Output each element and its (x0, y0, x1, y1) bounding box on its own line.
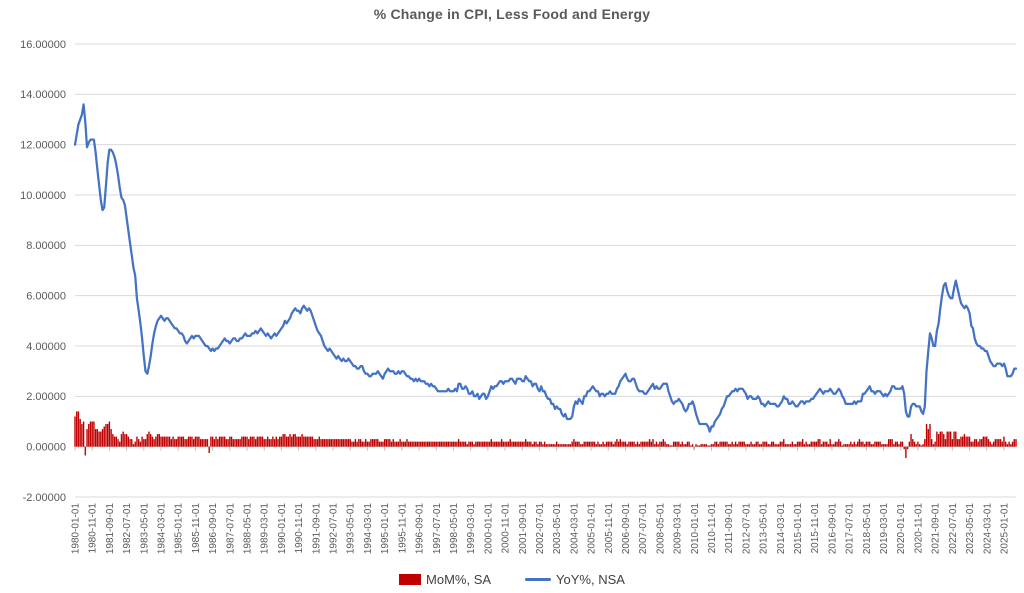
svg-text:2000-11-01: 2000-11-01 (501, 503, 512, 554)
svg-text:2004-03-01: 2004-03-01 (569, 503, 580, 555)
svg-text:1986-09-01: 1986-09-01 (208, 503, 219, 555)
svg-text:8.00000: 8.00000 (26, 240, 66, 252)
svg-text:1996-09-01: 1996-09-01 (415, 503, 426, 555)
svg-text:1984-03-01: 1984-03-01 (157, 503, 168, 555)
svg-text:2002-07-01: 2002-07-01 (535, 503, 546, 555)
svg-text:10.00000: 10.00000 (20, 190, 66, 202)
svg-text:2025-01-01: 2025-01-01 (999, 503, 1010, 555)
svg-text:2012-07-01: 2012-07-01 (741, 503, 752, 555)
svg-text:16.00000: 16.00000 (20, 39, 66, 51)
svg-text:2017-07-01: 2017-07-01 (845, 503, 856, 555)
svg-text:-2.00000: -2.00000 (23, 492, 66, 504)
svg-text:2000-01-01: 2000-01-01 (483, 503, 494, 555)
svg-text:2024-03-01: 2024-03-01 (982, 503, 993, 555)
svg-text:1981-09-01: 1981-09-01 (105, 503, 116, 555)
svg-text:2018-05-01: 2018-05-01 (862, 503, 873, 555)
legend-label-mom: MoM%, SA (426, 572, 492, 587)
svg-text:1987-07-01: 1987-07-01 (225, 503, 236, 555)
legend-item-mom[interactable]: MoM%, SA (399, 572, 491, 587)
y-axis-labels: 16.00000 14.00000 12.00000 10.00000 8.00000 6… (20, 39, 66, 504)
svg-text:1990-11-01: 1990-11-01 (294, 503, 305, 554)
svg-text:2020-11-01: 2020-11-01 (913, 503, 924, 554)
svg-text:2005-01-01: 2005-01-01 (587, 503, 598, 555)
svg-text:1980-11-01: 1980-11-01 (88, 503, 99, 554)
line-series-yoy[interactable] (73, 103, 1018, 433)
svg-text:2011-09-01: 2011-09-01 (724, 503, 735, 554)
svg-text:2022-07-01: 2022-07-01 (948, 503, 959, 555)
svg-text:2016-09-01: 2016-09-01 (827, 503, 838, 555)
svg-text:6.00000: 6.00000 (26, 291, 66, 303)
svg-text:1988-05-01: 1988-05-01 (243, 503, 254, 555)
svg-text:1993-05-01: 1993-05-01 (346, 503, 357, 555)
svg-text:2003-05-01: 2003-05-01 (552, 503, 563, 555)
svg-text:2.00000: 2.00000 (26, 391, 66, 403)
svg-text:1983-05-01: 1983-05-01 (139, 503, 150, 555)
svg-text:1994-03-01: 1994-03-01 (363, 503, 374, 555)
svg-text:1998-05-01: 1998-05-01 (449, 503, 460, 555)
legend-item-yoy[interactable]: YoY%, NSA (525, 572, 625, 587)
svg-text:2001-09-01: 2001-09-01 (518, 503, 529, 555)
svg-text:4.00000: 4.00000 (26, 341, 66, 353)
svg-text:2009-03-01: 2009-03-01 (673, 503, 684, 555)
svg-text:2010-01-01: 2010-01-01 (690, 503, 701, 555)
svg-text:1997-07-01: 1997-07-01 (432, 503, 443, 555)
svg-text:2019-03-01: 2019-03-01 (879, 503, 890, 555)
svg-text:14.00000: 14.00000 (20, 89, 66, 101)
svg-text:1985-11-01: 1985-11-01 (191, 503, 202, 554)
legend-bar-swatch-icon (399, 574, 422, 585)
svg-text:2007-07-01: 2007-07-01 (638, 503, 649, 555)
svg-text:2010-11-01: 2010-11-01 (707, 503, 718, 554)
svg-text:12.00000: 12.00000 (20, 140, 66, 152)
svg-text:2005-11-01: 2005-11-01 (604, 503, 615, 554)
legend-label-yoy: YoY%, NSA (556, 572, 625, 587)
svg-text:1985-01-01: 1985-01-01 (174, 503, 185, 555)
svg-text:2015-11-01: 2015-11-01 (810, 503, 821, 554)
svg-text:1991-09-01: 1991-09-01 (311, 503, 322, 555)
svg-text:1995-01-01: 1995-01-01 (380, 503, 391, 555)
svg-text:2021-09-01: 2021-09-01 (931, 503, 942, 555)
bar-series-mom[interactable] (74, 411, 1017, 458)
svg-text:2015-01-01: 2015-01-01 (793, 503, 804, 555)
svg-text:2014-03-01: 2014-03-01 (776, 503, 787, 555)
chart-title: % Change in CPI, Less Food and Energy (373, 6, 651, 22)
svg-text:1982-07-01: 1982-07-01 (122, 503, 133, 555)
svg-text:2008-05-01: 2008-05-01 (655, 503, 666, 555)
svg-text:2006-09-01: 2006-09-01 (621, 503, 632, 555)
svg-text:1989-03-01: 1989-03-01 (260, 503, 271, 555)
svg-text:2013-05-01: 2013-05-01 (759, 503, 770, 555)
svg-text:1999-03-01: 1999-03-01 (466, 503, 477, 555)
legend: MoM%, SA YoY%, NSA (0, 572, 1024, 587)
svg-text:2020-01-01: 2020-01-01 (896, 503, 907, 555)
gridlines (75, 43, 1016, 498)
x-axis-ticks (74, 446, 1005, 451)
svg-text:1990-01-01: 1990-01-01 (277, 503, 288, 555)
svg-text:1980-01-01: 1980-01-01 (71, 503, 82, 555)
svg-text:1992-07-01: 1992-07-01 (329, 503, 340, 555)
x-axis-labels: 1980-01-01 1980-11-01 1981-09-01 1982-07-01… (71, 503, 1011, 555)
svg-text:1995-11-01: 1995-11-01 (397, 503, 408, 554)
legend-line-swatch-icon (525, 578, 552, 581)
svg-text:2023-05-01: 2023-05-01 (965, 503, 976, 555)
svg-text:0.00000: 0.00000 (26, 442, 66, 454)
